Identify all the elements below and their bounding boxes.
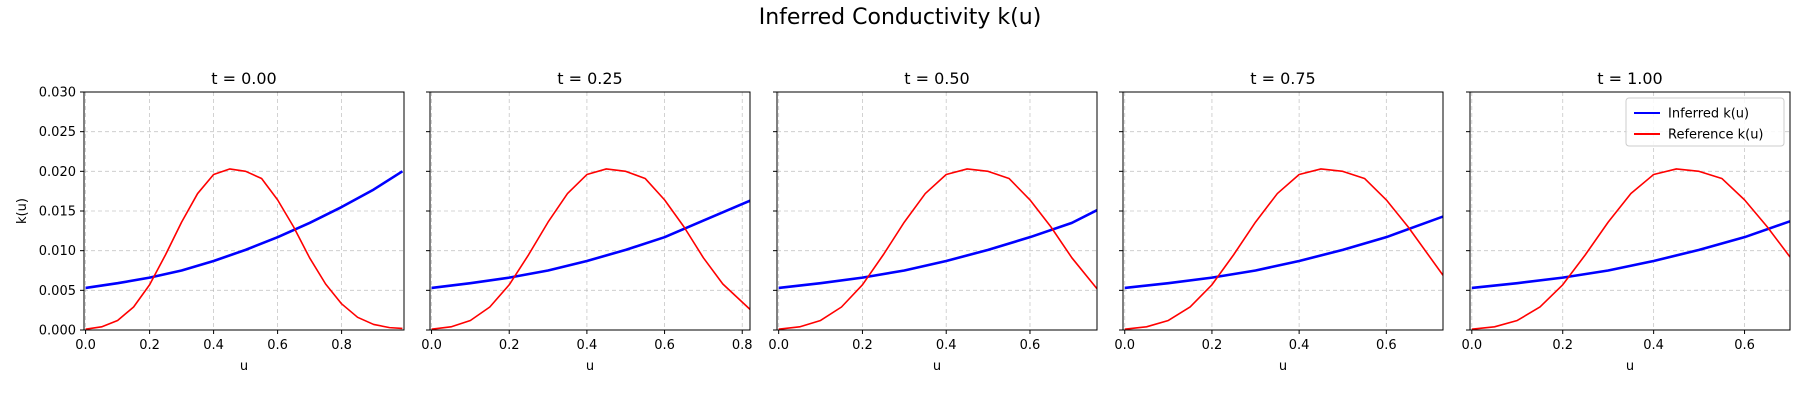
- x-tick-label: 0.2: [139, 338, 160, 353]
- panel-1: 0.0 0.2 0.4 0.6 0.8 t = 0.25 u: [421, 69, 752, 374]
- y-tick-label: 0.025: [39, 125, 76, 140]
- x-tick-label: 0.6: [267, 338, 288, 353]
- panel-title: t = 0.25: [557, 69, 622, 88]
- panel-2: 0.0 0.2 0.4 0.6 t = 0.50 u: [768, 69, 1098, 374]
- panel-title: t = 1.00: [1597, 69, 1662, 88]
- x-axis-label: u: [240, 359, 248, 374]
- x-tick-label: 0.0: [421, 338, 442, 353]
- reference-line: [778, 168, 1097, 330]
- series-group: [1471, 168, 1790, 330]
- x-tick-label: 0.2: [1202, 338, 1223, 353]
- inferred-line: [778, 209, 1097, 290]
- panel-title: t = 0.50: [904, 69, 969, 88]
- x-tick-label: 0.4: [936, 338, 957, 353]
- x-tick-label: 0.4: [1289, 338, 1310, 353]
- x-tick-label: 0.6: [1376, 338, 1397, 353]
- series-group: [1124, 168, 1443, 330]
- figure-title: Inferred Conductivity k(u): [759, 5, 1042, 30]
- inferred-line: [1124, 215, 1443, 290]
- x-tick-label: 0.2: [499, 338, 520, 353]
- x-tick-label: 0.4: [203, 338, 224, 353]
- inferred-line: [85, 170, 404, 290]
- x-tick-label: 0.2: [1552, 338, 1573, 353]
- inferred-line: [431, 199, 750, 290]
- series-group: [431, 168, 750, 330]
- grid: [430, 91, 750, 331]
- x-tick-label: 0.0: [1114, 338, 1135, 353]
- grid: [84, 91, 404, 331]
- x-axis-label: u: [1626, 359, 1634, 374]
- axes-frame: [776, 91, 1098, 331]
- reference-line: [85, 168, 403, 330]
- x-tick-label: 0.2: [852, 338, 873, 353]
- x-axis-label: u: [586, 359, 594, 374]
- x-tick-label: 0.8: [732, 338, 753, 353]
- x-axis-label: u: [933, 359, 941, 374]
- legend: Inferred k(u) Reference k(u): [1625, 97, 1785, 147]
- y-axis-label: k(u): [15, 198, 30, 224]
- x-tick-label: 0.4: [577, 338, 598, 353]
- y-tick-label: 0.005: [39, 284, 76, 299]
- x-tick-label: 0.6: [654, 338, 675, 353]
- legend-reference-label: Reference k(u): [1668, 128, 1764, 143]
- panel-title: t = 0.75: [1250, 69, 1315, 88]
- legend-box: [1625, 97, 1785, 147]
- axes-frame: [429, 91, 751, 331]
- axes-frame: [83, 91, 405, 331]
- x-tick-label: 0.6: [1020, 338, 1041, 353]
- y-tick-label: 0.000: [39, 324, 76, 339]
- legend-inferred-label: Inferred k(u): [1668, 107, 1749, 122]
- series-group: [85, 168, 404, 330]
- y-tick-label: 0.020: [39, 165, 76, 180]
- reference-line: [431, 168, 750, 330]
- x-tick-label: 0.0: [1461, 338, 1482, 353]
- y-tick-label: 0.010: [39, 244, 76, 259]
- x-axis-label: u: [1279, 359, 1287, 374]
- x-tick-label: 0.6: [1734, 338, 1755, 353]
- panel-title: t = 0.00: [211, 69, 276, 88]
- series-group: [778, 168, 1097, 330]
- y-tick-label: 0.015: [39, 205, 76, 220]
- reference-line: [1124, 168, 1443, 330]
- panel-4: 0.0 0.2 0.4 0.6 t = 1.00 u Inferred k(u) Refere…: [1461, 69, 1791, 374]
- grid: [777, 91, 1097, 331]
- reference-line: [1471, 168, 1790, 330]
- x-tick-label: 0.0: [768, 338, 789, 353]
- x-tick-label: 0.0: [75, 338, 96, 353]
- x-tick-label: 0.8: [331, 338, 352, 353]
- x-tick-label: 0.4: [1643, 338, 1664, 353]
- panels-container: 0.0 0.2 0.4 0.6 0.8 0.000 0.005 0.010 0.015 0.020…: [15, 69, 1791, 374]
- panel-0: 0.0 0.2 0.4 0.6 0.8 0.000 0.005 0.010 0.015 0.020…: [15, 69, 405, 374]
- y-tick-label: 0.030: [39, 86, 76, 101]
- inferred-line: [1471, 220, 1790, 290]
- panel-3: 0.0 0.2 0.4 0.6 t = 0.75 u: [1114, 69, 1444, 374]
